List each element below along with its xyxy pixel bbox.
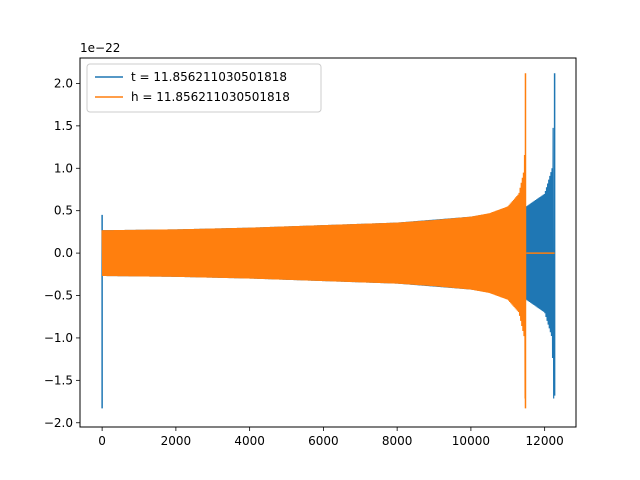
y-tick-label: 0.0 [54, 246, 73, 260]
plot-frame [79, 57, 577, 428]
y-axis: −2.0 −1.5 −1.0 −0.5 0.0 0.5 1.0 1.5 2.0 [44, 76, 80, 430]
y-tick-label: 1.0 [54, 161, 73, 175]
y-tick-label: 0.5 [54, 204, 73, 218]
x-tick-label: 0 [98, 434, 106, 448]
y-tick-label: −1.0 [44, 331, 73, 345]
x-tick-label: 8000 [382, 434, 413, 448]
y-tick-label: 2.0 [54, 76, 73, 90]
y-tick-label: −1.5 [44, 373, 73, 387]
series-layer [101, 73, 556, 409]
y-tick-label: −0.5 [44, 289, 73, 303]
x-tick-label: 2000 [161, 434, 192, 448]
legend: t = 11.856211030501818 h = 11.8562110305… [86, 63, 322, 113]
x-tick-label: 12000 [526, 434, 564, 448]
legend-label-t: t = 11.856211030501818 [131, 70, 287, 84]
x-axis: 0 2000 4000 6000 8000 10000 12000 [98, 427, 564, 448]
y-tick-label: −2.0 [44, 416, 73, 430]
offset-text: 1e−22 [80, 41, 120, 55]
legend-box [86, 63, 322, 113]
y-tick-label: 1.5 [54, 119, 73, 133]
series-h-line [101, 154, 526, 399]
x-tick-label: 6000 [308, 434, 339, 448]
x-tick-label: 4000 [234, 434, 265, 448]
x-tick-label: 10000 [452, 434, 490, 448]
legend-label-h: h = 11.856211030501818 [131, 90, 290, 104]
